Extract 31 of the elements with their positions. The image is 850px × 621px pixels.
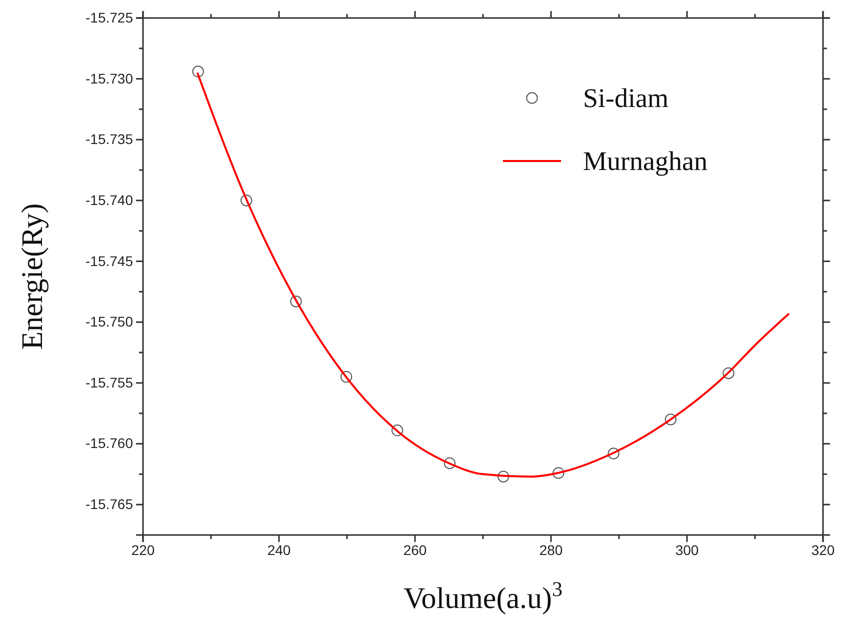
x-tick-label: 320	[811, 542, 835, 558]
y-tick-label: -15.755	[86, 374, 134, 390]
y-tick-label: -15.760	[86, 435, 134, 452]
point	[608, 448, 620, 460]
y-tick-label: -15.730	[86, 70, 134, 86]
legend-label: Murnaghan	[583, 146, 708, 176]
line-series	[196, 72, 790, 478]
point	[552, 467, 564, 479]
x-tick-label: 220	[131, 542, 155, 558]
x-tick-label: 240	[267, 542, 291, 558]
y-tick-label: -15.765	[86, 496, 134, 512]
point	[498, 470, 510, 482]
point	[192, 66, 204, 78]
point	[444, 457, 456, 470]
point	[664, 414, 677, 426]
point	[340, 371, 352, 383]
y-tick-label: -15.745	[86, 252, 134, 269]
x-tick-label: 280	[539, 542, 563, 558]
point	[240, 194, 252, 206]
y-tick-label: -15.750	[86, 314, 134, 330]
x-axis-title: Volume(a.u)$^{3}$	[403, 577, 563, 615]
y-tick-label: -15.725	[86, 9, 134, 26]
x-tick-label: 300	[675, 542, 699, 558]
y-tick-label: -15.735	[86, 131, 134, 148]
point	[290, 296, 302, 308]
legend-label: Si-diam	[583, 83, 668, 113]
y-tick-label: -15.740	[86, 192, 134, 208]
y-axis-title: Energie(Ry)	[16, 203, 49, 350]
x-tick-label: 260	[403, 542, 427, 558]
point	[722, 367, 734, 380]
point	[391, 424, 404, 436]
